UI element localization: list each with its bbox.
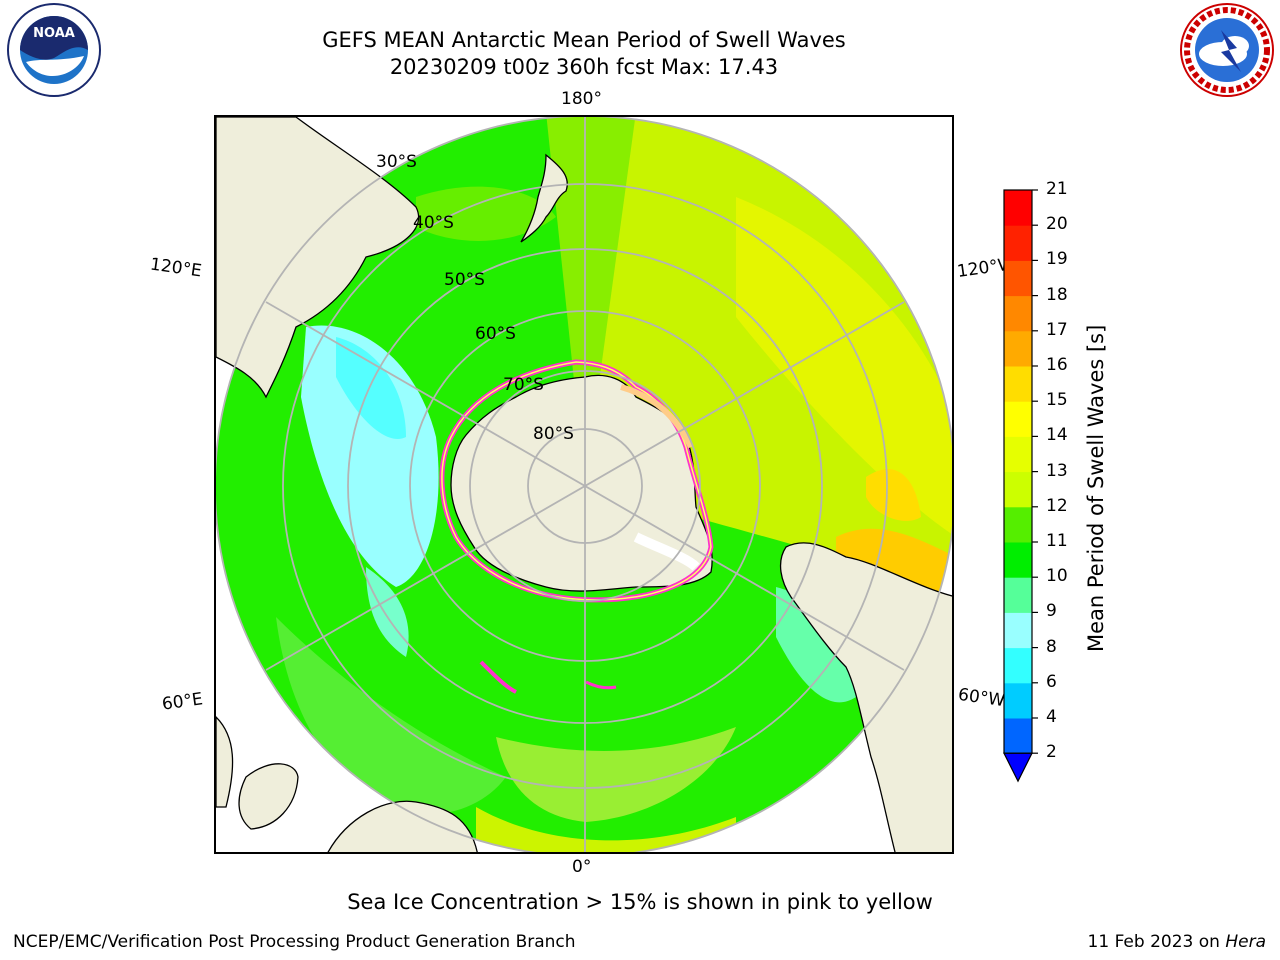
noaa-logo: NOAA xyxy=(7,3,101,97)
map-panel xyxy=(214,115,954,854)
colorbar-segment xyxy=(1004,436,1032,473)
colorbar-tick-label: 6 xyxy=(1046,671,1057,692)
colorbar-segment xyxy=(1004,190,1032,226)
colorbar-tick-label: 21 xyxy=(1046,179,1068,199)
colorbar-tick-label: 15 xyxy=(1046,390,1068,411)
colorbar-tick-label: 19 xyxy=(1046,249,1068,270)
lat-label-40s: 40°S xyxy=(413,213,454,233)
chart-title: GEFS MEAN Antarctic Mean Period of Swell… xyxy=(322,28,846,52)
colorbar-tick-label: 18 xyxy=(1046,284,1068,305)
colorbar-tick-label: 11 xyxy=(1046,531,1068,551)
colorbar-segment xyxy=(1004,612,1032,649)
sea-ice-note: Sea Ice Concentration > 15% is shown in … xyxy=(347,890,933,914)
colorbar xyxy=(1003,189,1038,783)
colorbar-segment xyxy=(1004,647,1032,684)
colorbar-segment xyxy=(1004,682,1032,719)
colorbar-segment xyxy=(1004,542,1032,578)
lat-label-30s: 30°S xyxy=(376,152,417,172)
colorbar-tick-label: 16 xyxy=(1046,355,1068,375)
lat-label-50s: 50°S xyxy=(444,270,485,290)
sea-ice-edge xyxy=(439,359,714,694)
colorbar-tick-label: 14 xyxy=(1046,425,1068,446)
graticule xyxy=(216,117,952,852)
colorbar-segment xyxy=(1004,295,1032,332)
colorbar-segment xyxy=(1004,506,1032,543)
lon-label-120e: 120°E xyxy=(148,254,203,282)
generated-date: 11 Feb 2023 on Hera xyxy=(1088,932,1266,952)
colorbar-tick-label: 13 xyxy=(1046,460,1068,481)
generated-date-text: 11 Feb 2023 on xyxy=(1087,932,1226,952)
colorbar-tick-label: 8 xyxy=(1046,636,1057,657)
colorbar-segment xyxy=(1004,577,1032,613)
lon-label-60e: 60°E xyxy=(160,689,205,715)
colorbar-segment xyxy=(1004,225,1032,261)
colorbar-segment xyxy=(1004,401,1032,437)
colorbar-label: Mean Period of Swell Waves [s] xyxy=(1084,324,1108,652)
lon-label-0: 0° xyxy=(572,857,592,877)
colorbar-segment xyxy=(1004,260,1032,297)
lon-label-180: 180° xyxy=(561,89,602,109)
colorbar-tick-label: 2 xyxy=(1046,742,1057,763)
host-name: Hera xyxy=(1225,932,1266,952)
colorbar-tick-label: 10 xyxy=(1046,566,1068,587)
svg-text:NOAA: NOAA xyxy=(33,26,75,41)
colorbar-segment xyxy=(1004,330,1032,367)
colorbar-tick-label: 17 xyxy=(1046,319,1068,340)
colorbar-tick-label: 9 xyxy=(1046,601,1057,622)
chart-subtitle: 20230209 t00z 360h fcst Max: 17.43 xyxy=(389,55,779,79)
colorbar-tick-label: 20 xyxy=(1046,214,1068,235)
lat-label-70s: 70°S xyxy=(503,375,544,395)
producer-credit: NCEP/EMC/Verification Post Processing Pr… xyxy=(13,932,576,952)
lat-label-60s: 60°S xyxy=(475,324,516,344)
colorbar-tick-label: 4 xyxy=(1046,707,1057,727)
colorbar-tick-label: 12 xyxy=(1046,495,1068,516)
colorbar-segment xyxy=(1004,718,1032,754)
lat-label-80s: 80°S xyxy=(533,424,574,444)
colorbar-segment xyxy=(1004,471,1032,508)
national-weather-service-logo xyxy=(1180,3,1274,97)
colorbar-segment xyxy=(1004,366,1032,402)
colorbar-under-arrow xyxy=(1003,752,1033,783)
